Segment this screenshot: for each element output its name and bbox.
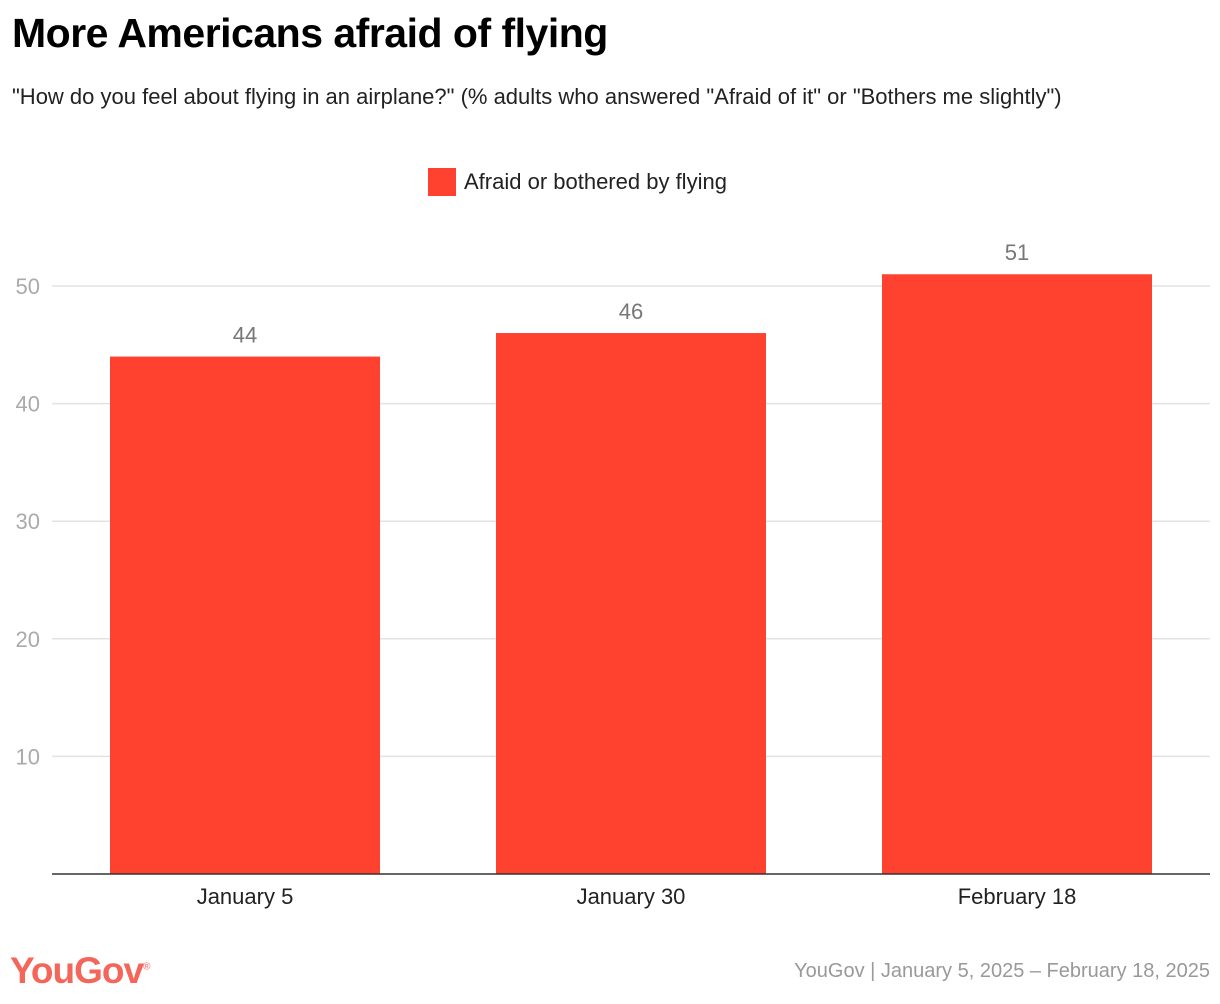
data-label: 51 xyxy=(1005,240,1029,265)
legend-swatch xyxy=(428,168,456,196)
legend: Afraid or bothered by flying xyxy=(428,168,727,196)
yougov-logo: YouGov® xyxy=(10,950,151,991)
y-tick-label: 30 xyxy=(16,509,40,534)
bar xyxy=(882,274,1152,874)
bar xyxy=(110,356,380,874)
source-note: YouGov | January 5, 2025 – February 18, … xyxy=(794,960,1210,982)
logo-text: YouGov xyxy=(10,950,144,991)
bar xyxy=(496,333,766,874)
chart-title: More Americans afraid of flying xyxy=(12,10,608,56)
y-tick-label: 20 xyxy=(16,627,40,652)
chart-subtitle: "How do you feel about flying in an airp… xyxy=(12,84,1062,109)
x-tick-label: January 30 xyxy=(577,884,686,909)
x-tick-label: January 5 xyxy=(197,884,294,909)
y-tick-label: 40 xyxy=(16,392,40,417)
y-tick-label: 10 xyxy=(16,744,40,769)
data-label: 46 xyxy=(619,299,643,324)
data-label: 44 xyxy=(233,323,257,348)
y-tick-label: 50 xyxy=(16,274,40,299)
bar-chart: 10 20 30 40 50 44 January 5 46 January 30 51 Febru… xyxy=(16,240,1210,909)
legend-label: Afraid or bothered by flying xyxy=(464,169,727,194)
x-tick-label: February 18 xyxy=(958,884,1077,909)
